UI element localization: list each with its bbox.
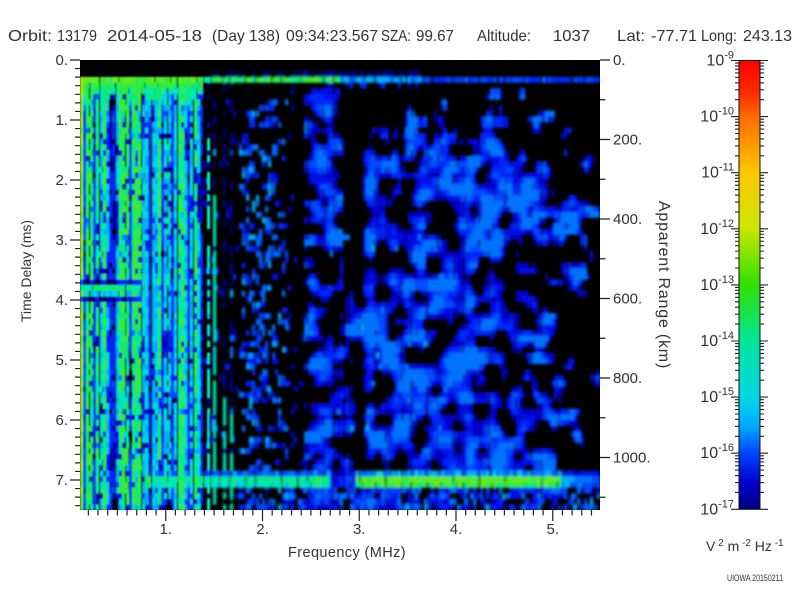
svg-text:10-14: 10-14	[700, 330, 734, 350]
svg-text:6.: 6.	[55, 412, 68, 429]
svg-text:200.: 200.	[613, 132, 642, 149]
svg-text:2.: 2.	[256, 521, 269, 538]
svg-text:V 2 m -2 Hz -1: V 2 m -2 Hz -1	[706, 538, 784, 554]
svg-text:10-13: 10-13	[700, 274, 734, 294]
svg-text:10-17: 10-17	[700, 498, 734, 518]
svg-text:UIOWA 20150211: UIOWA 20150211	[727, 573, 783, 583]
svg-text:3.: 3.	[353, 521, 366, 538]
svg-text:600.: 600.	[613, 291, 642, 308]
svg-text:5.: 5.	[55, 352, 68, 369]
svg-text:7.: 7.	[55, 472, 68, 489]
svg-text:4.: 4.	[450, 521, 463, 538]
svg-text:0.: 0.	[55, 52, 68, 69]
svg-text:4.: 4.	[55, 292, 68, 309]
svg-text:10-16: 10-16	[700, 442, 734, 462]
svg-text:2.: 2.	[55, 172, 68, 189]
svg-text:10-11: 10-11	[701, 162, 734, 182]
svg-text:5.: 5.	[547, 521, 560, 538]
svg-text:0.: 0.	[613, 52, 626, 69]
svg-text:10-9: 10-9	[706, 50, 734, 70]
svg-text:Apparent Range (km): Apparent Range (km)	[655, 201, 672, 369]
svg-text:Frequency (MHz): Frequency (MHz)	[288, 545, 406, 561]
svg-text:1000.: 1000.	[613, 450, 651, 467]
svg-text:3.: 3.	[55, 232, 68, 249]
svg-text:10-10: 10-10	[700, 106, 734, 126]
svg-text:10-15: 10-15	[700, 386, 734, 406]
svg-text:400.: 400.	[613, 211, 642, 228]
svg-text:1.: 1.	[55, 112, 68, 129]
svg-text:Time Delay (ms): Time Delay (ms)	[18, 220, 34, 322]
svg-text:800.: 800.	[613, 370, 642, 387]
svg-text:10-12: 10-12	[700, 218, 734, 238]
svg-text:1.: 1.	[160, 521, 173, 538]
